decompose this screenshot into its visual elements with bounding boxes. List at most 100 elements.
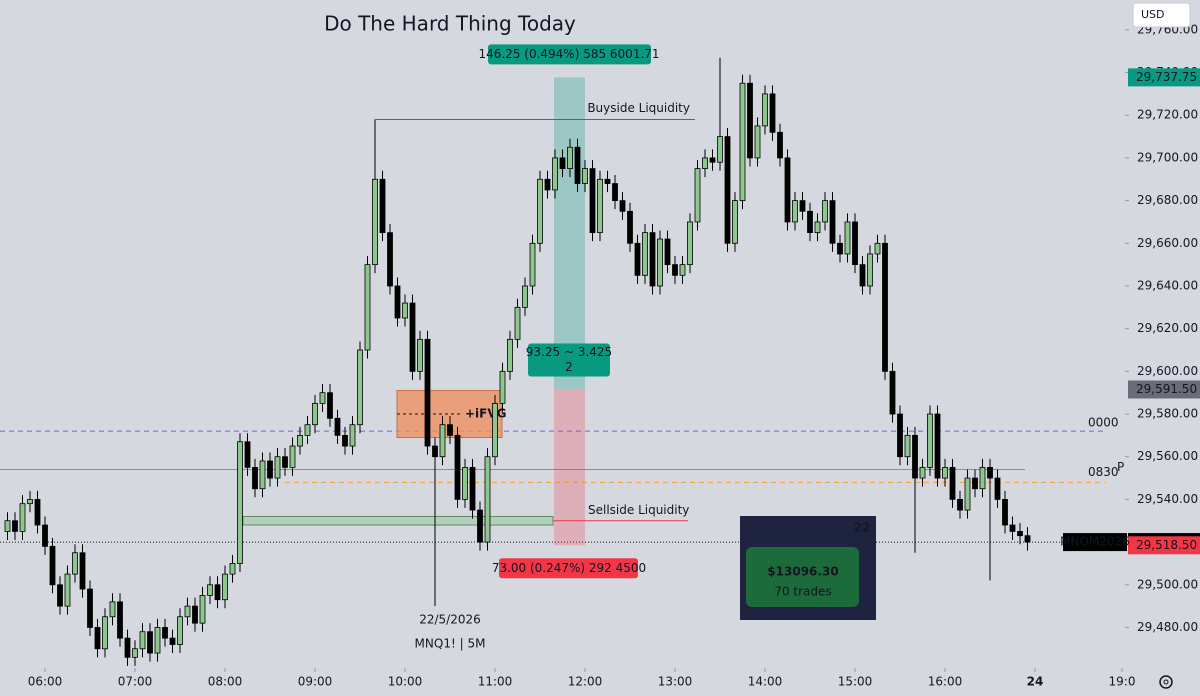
candle-body — [79, 552, 86, 590]
candle-body — [679, 264, 686, 276]
candle-body — [889, 370, 896, 415]
candle-body — [642, 232, 648, 276]
symbol-label: MNQM2026 — [1060, 535, 1130, 549]
candle-body — [469, 466, 476, 511]
price-badge-label: 29,737.75 — [1136, 70, 1197, 84]
candle-body — [927, 413, 933, 468]
candle-body — [777, 131, 783, 159]
candle-body — [979, 466, 986, 490]
candle-body — [57, 584, 63, 607]
pnl-box — [746, 547, 859, 607]
candle-body — [162, 627, 168, 639]
target-zone — [554, 77, 585, 390]
candle-body — [477, 509, 483, 543]
candle-body — [882, 242, 888, 372]
candle-body — [559, 157, 566, 170]
candle-body — [604, 178, 611, 184]
candle-body — [754, 125, 761, 159]
candle-body — [724, 136, 731, 244]
candle-body — [214, 584, 221, 601]
y-tick-label: 29,660.00 — [1137, 236, 1198, 250]
plot-area: +iFVG Buyside Liquidity Sellside Liquidity… — [0, 57, 1133, 666]
candle-body — [837, 242, 843, 255]
candle-body — [432, 445, 438, 458]
price-badge — [1128, 536, 1200, 555]
candle-body — [739, 82, 746, 202]
candle-body — [814, 221, 821, 234]
candle-body — [87, 588, 93, 628]
currency-select[interactable]: USD — [1132, 2, 1191, 28]
candle-body — [702, 157, 708, 170]
candle-body — [154, 627, 161, 654]
candle-body — [372, 178, 378, 266]
candle-body — [364, 264, 371, 351]
candle-body — [537, 178, 543, 244]
candle-body — [499, 370, 506, 404]
candle-body — [514, 306, 521, 340]
pnl-trades: 70 trades — [774, 585, 831, 599]
candle-body — [912, 434, 918, 479]
candle-body — [169, 637, 176, 645]
level-label: PD — [1117, 460, 1133, 474]
x-tick-label: 09:00 — [298, 675, 333, 689]
candle-body — [94, 627, 101, 650]
candle-body — [657, 238, 663, 287]
candle-body — [319, 392, 326, 404]
candle-body — [334, 417, 341, 436]
candle-body — [589, 168, 596, 234]
sellside-label: Sellside Liquidity — [588, 503, 689, 517]
qty-label: 2 — [565, 360, 573, 374]
candle-body — [829, 200, 836, 244]
candle-body — [327, 392, 333, 419]
x-tick-label: 19:0 — [1109, 675, 1136, 689]
x-tick-label: 14:00 — [748, 675, 783, 689]
candle-body — [897, 413, 903, 458]
gear[interactable] — [1159, 675, 1173, 689]
level-label: 0830 — [1088, 465, 1119, 479]
x-tick-label: 24 — [1027, 675, 1044, 689]
candle-body — [522, 285, 528, 308]
candle-body — [27, 498, 33, 505]
candle-body — [957, 498, 963, 511]
candle-body — [934, 413, 941, 479]
candle-body — [852, 221, 858, 266]
candle-body — [147, 631, 153, 654]
candle-body — [282, 456, 288, 468]
y-tick-label: 29,580.00 — [1137, 407, 1198, 421]
candle-body — [192, 605, 198, 624]
candle-body — [672, 264, 678, 276]
candle-body — [4, 520, 11, 532]
candle-body — [417, 338, 423, 372]
candle-body — [402, 302, 408, 319]
y-tick-label: 29,480.00 — [1137, 620, 1198, 634]
x-tick-label: 11:00 — [478, 675, 513, 689]
candle-body — [484, 456, 491, 543]
candle-body — [799, 200, 806, 212]
ratio-box — [528, 343, 610, 377]
candle-body — [244, 441, 251, 468]
candle-body — [109, 601, 116, 618]
settings-icon[interactable] — [1159, 675, 1173, 689]
currency-box[interactable] — [1132, 2, 1191, 28]
target-label-box — [488, 44, 651, 65]
x-tick-label: 15:00 — [838, 675, 873, 689]
currency-label[interactable]: USD — [1141, 8, 1165, 21]
candle-body — [274, 456, 281, 479]
candle-body — [132, 648, 138, 658]
candle-body — [394, 285, 401, 319]
price-badge — [1128, 68, 1200, 87]
candle-body — [972, 477, 978, 490]
candle-body — [139, 631, 146, 650]
gear-hub[interactable] — [1163, 679, 1169, 685]
ifvg-label: +iFVG — [465, 407, 507, 421]
x-tick-label: 12:00 — [568, 675, 603, 689]
level-label: 0000 — [1088, 416, 1119, 430]
candle-body — [424, 338, 431, 447]
y-tick-label: 29,720.00 — [1137, 108, 1198, 122]
candle-body — [34, 498, 41, 526]
candle-body — [747, 82, 753, 159]
stop-zone — [554, 389, 585, 546]
candle-body — [267, 460, 273, 479]
candle-body — [687, 221, 693, 266]
